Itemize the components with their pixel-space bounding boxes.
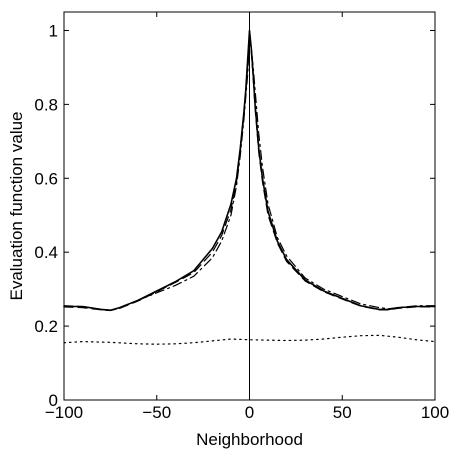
- x-tick-label: −100: [45, 403, 83, 422]
- tick-labels: −100 −50 0 50 100 0 0.2 0.4 0.6 0.8 1: [34, 21, 449, 422]
- series-line-dashed: [63, 33, 436, 312]
- ticks: [63, 12, 436, 401]
- x-tick-label: −50: [142, 403, 171, 422]
- y-tick-label: 0.8: [34, 95, 58, 114]
- y-tick-label: 0.4: [34, 243, 58, 262]
- y-axis-label: Evaluation function value: [7, 111, 26, 300]
- x-tick-label: 50: [333, 403, 352, 422]
- x-axis-label: Neighborhood: [196, 430, 303, 449]
- y-tick-label: 0: [49, 391, 58, 410]
- series-line-solid: [63, 29, 436, 312]
- y-tick-label: 0.2: [34, 317, 58, 336]
- y-tick-label: 0.6: [34, 169, 58, 188]
- series-line-dotted: [63, 334, 436, 345]
- x-tick-label: 100: [421, 403, 449, 422]
- x-tick-label: 0: [245, 403, 254, 422]
- series-group: [63, 29, 436, 345]
- y-tick-label: 1: [49, 21, 58, 40]
